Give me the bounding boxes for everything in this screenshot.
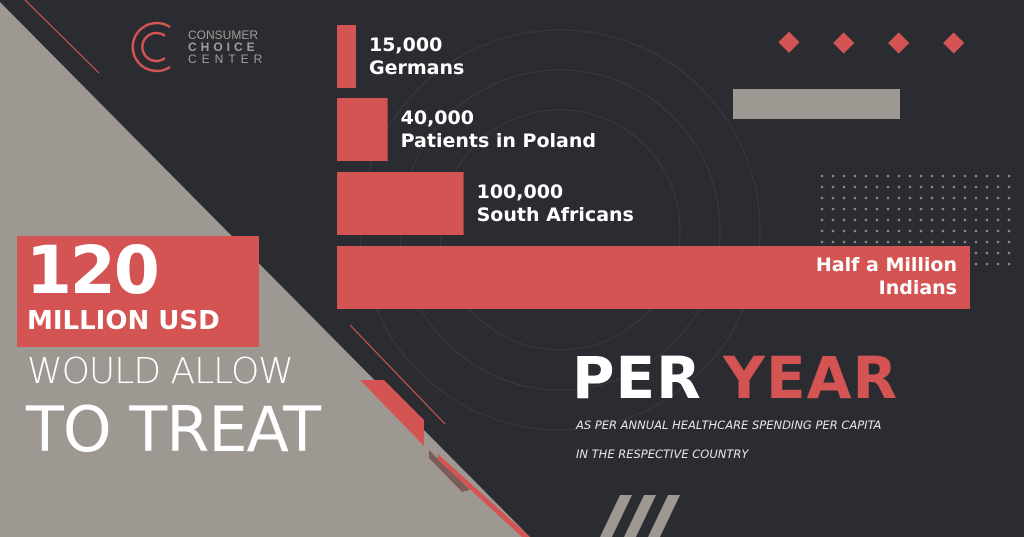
bar-chart [337,25,970,309]
bar-category-label: Patients in Poland [400,130,596,152]
bar-value-label: Half a Million [815,254,957,276]
accent-line-top [24,0,100,74]
grey-bar-decoration [733,89,900,119]
logo-text: CONSUMER CHOICE CENTER [188,29,267,65]
bar-category-label: South Africans [476,204,634,226]
bar-label-0: 15,000 Germans [369,34,464,80]
amount-value: 120 [26,232,160,309]
note-line-1: AS PER ANNUAL HEALTHCARE SPENDING PER CA… [576,418,882,432]
bar-category-label: Indians [878,277,957,299]
bar-label-2: 100,000 South Africans [477,181,634,227]
per-word: PER [572,344,702,412]
bar-3 [337,246,970,309]
accent-line-mid [349,324,446,425]
headline-line-2: TO TREAT [26,393,321,466]
year-word: YEAR [723,344,899,412]
accent-edge [438,454,530,537]
logo-line-3: CENTER [188,52,268,66]
note-line-2: IN THE RESPECTIVE COUNTRY [576,447,749,461]
bar-1 [337,98,388,161]
bar-value-label: 15,000 [368,34,443,56]
per-year-heading: PER YEAR [572,347,898,409]
amount-box [17,236,259,347]
logo-line-2: CHOICE [188,40,259,54]
diamonds [778,31,965,54]
bar-category-label: Germans [368,57,465,79]
logo-mark [131,21,171,73]
bar-label-3: Half a Million Indians [816,254,957,300]
bar-label-1: 40,000 Patients in Poland [401,107,596,153]
logo-line-1: CONSUMER [188,28,259,42]
bar-value-label: 40,000 [400,107,474,129]
bar-0 [337,25,356,88]
stripes [600,495,680,537]
bar-2 [337,172,464,235]
background-arcs [359,29,761,431]
bar-value-label: 100,000 [476,181,564,203]
accent-strip [360,380,424,446]
amount-unit: MILLION USD [27,306,220,336]
headline-line-1: WOULD ALLOW [27,351,294,392]
